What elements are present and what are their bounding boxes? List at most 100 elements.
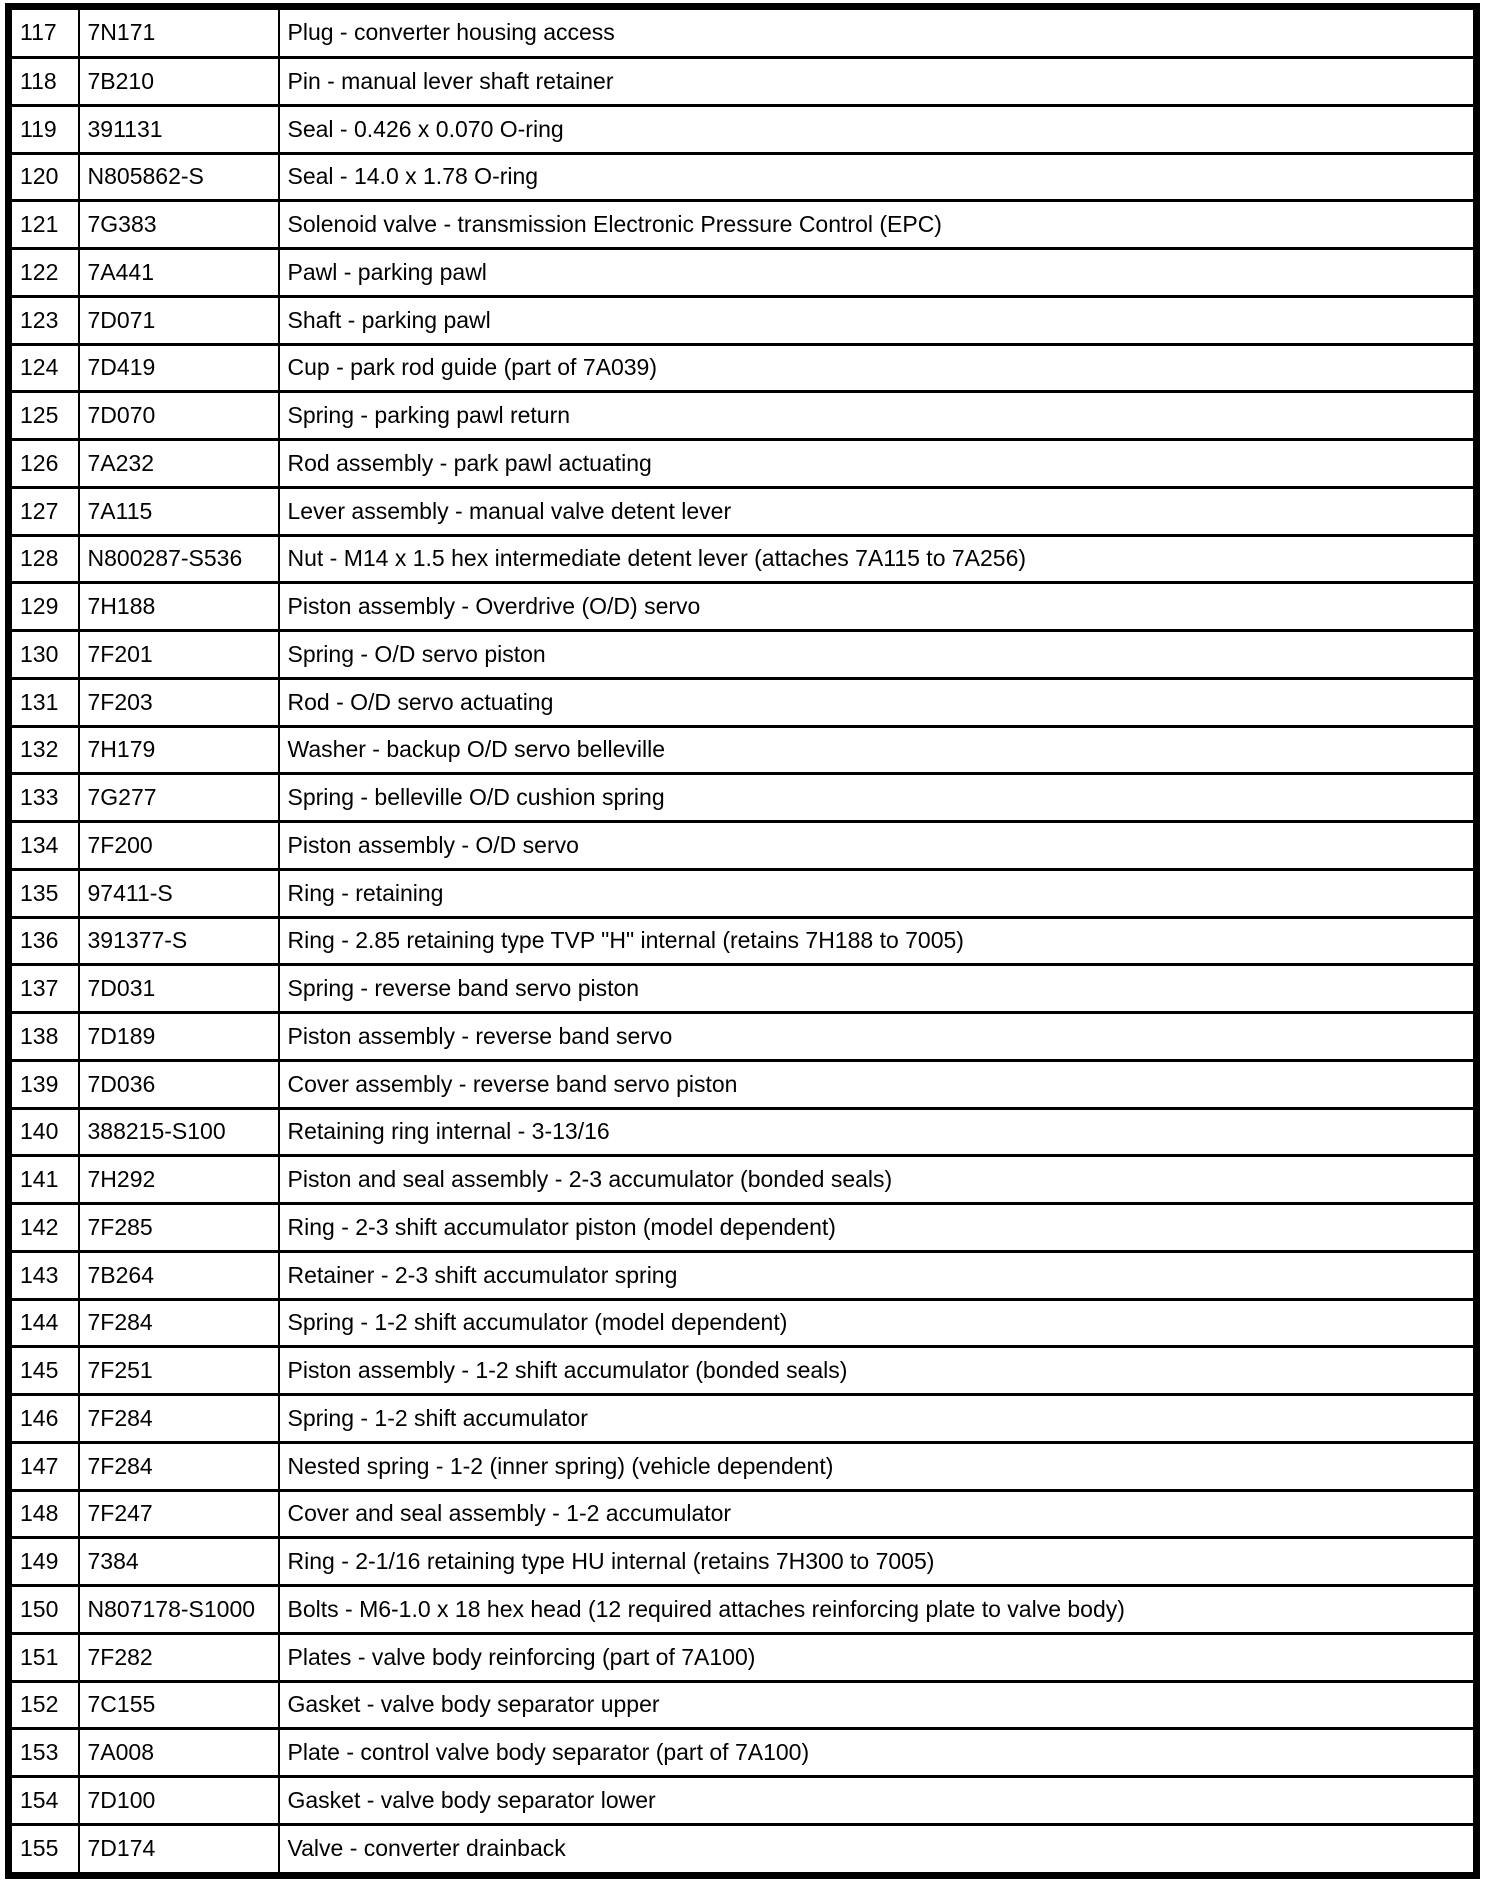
item-number-cell: 131 bbox=[7, 676, 80, 728]
table-row: 124 7D419 Cup - park rod guide (part of 7A… bbox=[7, 342, 1478, 394]
table-row: 134 7F200 Piston assembly - O/D servo bbox=[7, 820, 1478, 871]
table-row: 125 7D070 Spring - parking pawl return bbox=[7, 390, 1478, 442]
item-number-cell: 130 bbox=[7, 629, 80, 680]
description-cell: Spring - 1-2 shift accumulator (model de… bbox=[277, 1297, 1478, 1349]
table-row: 120 N805862-S Seal - 14.0 x 1.78 O-ring bbox=[7, 151, 1478, 203]
part-number-cell: 7F282 bbox=[77, 1631, 280, 1683]
item-number-cell: 138 bbox=[7, 1011, 80, 1062]
item-number-cell: 117 bbox=[7, 4, 80, 60]
description-cell: Ring - 2-3 shift accumulator piston (mod… bbox=[277, 1202, 1478, 1253]
table-row: 119 391131 Seal - 0.426 x 0.070 O-ring bbox=[7, 103, 1478, 155]
table-row: 128 N800287-S536 Nut - M14 x 1.5 hex inter… bbox=[7, 533, 1478, 585]
description-cell: Seal - 0.426 x 0.070 O-ring bbox=[277, 103, 1478, 155]
description-cell: Plates - valve body reinforcing (part of… bbox=[277, 1631, 1478, 1683]
table-row: 135 97411-S Ring - retaining bbox=[7, 867, 1478, 919]
item-number-cell: 150 bbox=[7, 1584, 80, 1635]
item-number-cell: 145 bbox=[7, 1345, 80, 1397]
description-cell: Spring - 1-2 shift accumulator bbox=[277, 1393, 1478, 1444]
description-cell: Cover assembly - reverse band servo pist… bbox=[277, 1058, 1478, 1110]
item-number-cell: 146 bbox=[7, 1393, 80, 1444]
table-row: 131 7F203 Rod - O/D servo actuating bbox=[7, 676, 1478, 728]
description-cell: Pawl - parking pawl bbox=[277, 247, 1478, 298]
part-number-cell: 7F201 bbox=[77, 629, 280, 680]
item-number-cell: 123 bbox=[7, 294, 80, 346]
part-number-cell: N800287-S536 bbox=[77, 533, 280, 585]
table-row: 149 7384 Ring - 2-1/16 retaining type HU i… bbox=[7, 1536, 1478, 1588]
item-number-cell: 153 bbox=[7, 1727, 80, 1779]
description-cell: Piston assembly - Overdrive (O/D) servo bbox=[277, 581, 1478, 633]
part-number-cell: 7B210 bbox=[77, 56, 280, 107]
part-number-cell: 7D419 bbox=[77, 342, 280, 394]
table-row: 150 N807178-S1000 Bolts - M6-1.0 x 18 hex … bbox=[7, 1584, 1478, 1635]
item-number-cell: 149 bbox=[7, 1536, 80, 1588]
description-cell: Rod - O/D servo actuating bbox=[277, 676, 1478, 728]
table-row: 121 7G383 Solenoid valve - transmission El… bbox=[7, 199, 1478, 251]
description-cell: Retaining ring internal - 3-13/16 bbox=[277, 1106, 1478, 1158]
description-cell: Plate - control valve body separator (pa… bbox=[277, 1727, 1478, 1779]
description-cell: Washer - backup O/D servo belleville bbox=[277, 724, 1478, 776]
part-number-cell: 7B264 bbox=[77, 1249, 280, 1301]
table-row: 153 7A008 Plate - control valve body separ… bbox=[7, 1727, 1478, 1779]
table-row: 151 7F282 Plates - valve body reinforcing … bbox=[7, 1631, 1478, 1683]
description-cell: Cup - park rod guide (part of 7A039) bbox=[277, 342, 1478, 394]
description-cell: Gasket - valve body separator lower bbox=[277, 1775, 1478, 1826]
part-number-cell: 7F285 bbox=[77, 1202, 280, 1253]
item-number-cell: 142 bbox=[7, 1202, 80, 1253]
part-number-cell: 7D031 bbox=[77, 963, 280, 1015]
part-number-cell: 7G277 bbox=[77, 772, 280, 824]
description-cell: Spring - parking pawl return bbox=[277, 390, 1478, 442]
item-number-cell: 148 bbox=[7, 1488, 80, 1540]
item-number-cell: 152 bbox=[7, 1679, 80, 1731]
part-number-cell: 97411-S bbox=[77, 867, 280, 919]
parts-table-body: 117 7N171 Plug - converter housing access 1… bbox=[7, 4, 1478, 1878]
part-number-cell: 7D071 bbox=[77, 294, 280, 346]
table-row: 154 7D100 Gasket - valve body separator lo… bbox=[7, 1775, 1478, 1826]
part-number-cell: 7A441 bbox=[77, 247, 280, 298]
table-row: 122 7A441 Pawl - parking pawl bbox=[7, 247, 1478, 298]
item-number-cell: 133 bbox=[7, 772, 80, 824]
description-cell: Spring - reverse band servo piston bbox=[277, 963, 1478, 1015]
item-number-cell: 139 bbox=[7, 1058, 80, 1110]
part-number-cell: 7G383 bbox=[77, 199, 280, 251]
part-number-cell: 7D036 bbox=[77, 1058, 280, 1110]
table-row: 118 7B210 Pin - manual lever shaft retaine… bbox=[7, 56, 1478, 107]
part-number-cell: 7F251 bbox=[77, 1345, 280, 1397]
part-number-cell: N805862-S bbox=[77, 151, 280, 203]
description-cell: Ring - 2.85 retaining type TVP "H" inter… bbox=[277, 915, 1478, 967]
item-number-cell: 136 bbox=[7, 915, 80, 967]
part-number-cell: 7D070 bbox=[77, 390, 280, 442]
table-row: 133 7G277 Spring - belleville O/D cushion … bbox=[7, 772, 1478, 824]
item-number-cell: 154 bbox=[7, 1775, 80, 1826]
table-row: 132 7H179 Washer - backup O/D servo bellev… bbox=[7, 724, 1478, 776]
description-cell: Nut - M14 x 1.5 hex intermediate detent … bbox=[277, 533, 1478, 585]
description-cell: Plug - converter housing access bbox=[277, 4, 1478, 60]
part-number-cell: 391377-S bbox=[77, 915, 280, 967]
item-number-cell: 144 bbox=[7, 1297, 80, 1349]
part-number-cell: 7F200 bbox=[77, 820, 280, 871]
item-number-cell: 129 bbox=[7, 581, 80, 633]
description-cell: Piston assembly - O/D servo bbox=[277, 820, 1478, 871]
table-row: 145 7F251 Piston assembly - 1-2 shift accu… bbox=[7, 1345, 1478, 1397]
item-number-cell: 140 bbox=[7, 1106, 80, 1158]
table-row: 126 7A232 Rod assembly - park pawl actuati… bbox=[7, 438, 1478, 489]
description-cell: Retainer - 2-3 shift accumulator spring bbox=[277, 1249, 1478, 1301]
part-number-cell: 7F284 bbox=[77, 1393, 280, 1444]
table-row: 123 7D071 Shaft - parking pawl bbox=[7, 294, 1478, 346]
table-row: 155 7D174 Valve - converter drainback bbox=[7, 1822, 1478, 1878]
item-number-cell: 121 bbox=[7, 199, 80, 251]
table-row: 147 7F284 Nested spring - 1-2 (inner sprin… bbox=[7, 1440, 1478, 1492]
table-row: 141 7H292 Piston and seal assembly - 2-3 a… bbox=[7, 1154, 1478, 1206]
part-number-cell: 388215-S100 bbox=[77, 1106, 280, 1158]
part-number-cell: 7F284 bbox=[77, 1440, 280, 1492]
part-number-cell: 7D100 bbox=[77, 1775, 280, 1826]
description-cell: Spring - O/D servo piston bbox=[277, 629, 1478, 680]
item-number-cell: 128 bbox=[7, 533, 80, 585]
table-row: 148 7F247 Cover and seal assembly - 1-2 ac… bbox=[7, 1488, 1478, 1540]
item-number-cell: 137 bbox=[7, 963, 80, 1015]
description-cell: Gasket - valve body separator upper bbox=[277, 1679, 1478, 1731]
description-cell: Seal - 14.0 x 1.78 O-ring bbox=[277, 151, 1478, 203]
part-number-cell: 7A232 bbox=[77, 438, 280, 489]
table-row: 142 7F285 Ring - 2-3 shift accumulator pis… bbox=[7, 1202, 1478, 1253]
part-number-cell: 7A008 bbox=[77, 1727, 280, 1779]
